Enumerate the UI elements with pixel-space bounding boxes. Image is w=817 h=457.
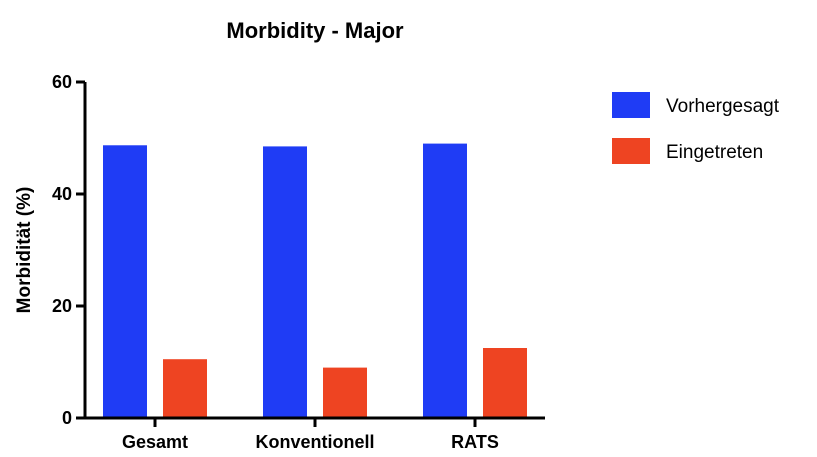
y-axis: 0 20 40 60 — [52, 72, 87, 428]
x-axis — [84, 416, 545, 427]
legend-label: Vorhergesagt — [666, 96, 780, 117]
category-label: Konventionell — [255, 432, 374, 452]
bar-vorhergesagt-konventionell — [263, 146, 307, 417]
y-tick-label: 40 — [52, 184, 72, 204]
category-labels: Gesamt Konventionell RATS — [122, 432, 499, 452]
bar-group — [103, 143, 527, 417]
y-tick-label: 20 — [52, 296, 72, 316]
legend: Vorhergesagt Eingetreten — [612, 92, 780, 164]
y-tick-label: 0 — [62, 408, 72, 428]
category-label: RATS — [451, 432, 499, 452]
bar-eingetreten-rats — [483, 348, 527, 417]
legend-swatch — [612, 92, 650, 118]
legend-label: Eingetreten — [666, 142, 763, 163]
bar-vorhergesagt-rats — [423, 143, 467, 417]
bar-vorhergesagt-gesamt — [103, 145, 147, 417]
y-axis-label: Morbidität (%) — [14, 187, 35, 314]
bar-eingetreten-gesamt — [163, 359, 207, 417]
y-tick-label: 60 — [52, 72, 72, 92]
category-label: Gesamt — [122, 432, 188, 452]
bar-eingetreten-konventionell — [323, 367, 367, 417]
chart-title: Morbidity - Major — [226, 18, 404, 43]
legend-swatch — [612, 138, 650, 164]
